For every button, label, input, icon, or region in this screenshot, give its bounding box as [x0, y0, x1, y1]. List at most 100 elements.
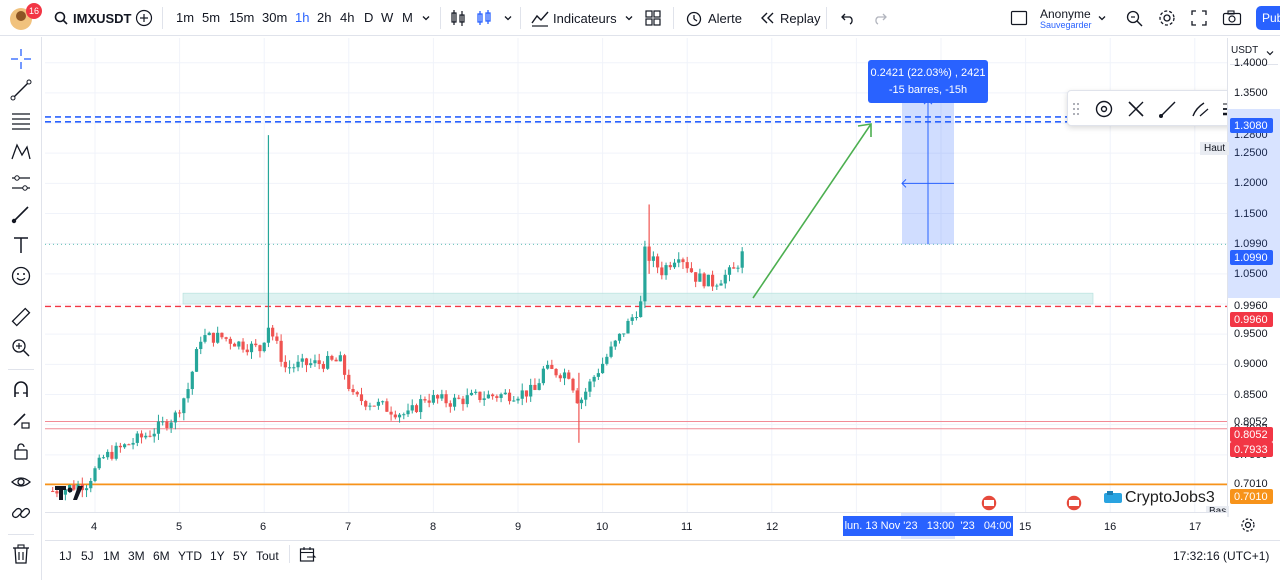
alert-button[interactable]: Alerte — [685, 0, 742, 36]
range-6m[interactable]: 6M — [153, 549, 170, 563]
redo-button[interactable] — [872, 0, 888, 36]
fib-tool[interactable] — [9, 109, 33, 133]
settings-button[interactable] — [1158, 0, 1176, 36]
layout-select-button[interactable] — [1010, 0, 1028, 36]
price-tick: 0.8500 — [1234, 388, 1268, 401]
range-5d[interactable]: 5J — [81, 549, 94, 563]
interval-5m[interactable]: 5m — [202, 10, 221, 25]
chart-area[interactable] — [45, 38, 1227, 512]
candle-body — [258, 345, 262, 352]
compare-symbol-button[interactable] — [135, 0, 153, 36]
candle-body — [317, 360, 321, 364]
red-dashed-price-label: 0.9960 — [1230, 312, 1273, 327]
snapshot-button[interactable] — [1222, 0, 1242, 36]
range-all[interactable]: Tout — [256, 549, 279, 563]
ruler-tool[interactable] — [9, 305, 33, 329]
drawing-toolbar — [0, 37, 42, 580]
line-tool-button[interactable] — [1156, 97, 1180, 121]
magnet-tool[interactable] — [9, 377, 33, 401]
symbol-search[interactable]: IMXUSDT — [54, 0, 132, 36]
range-3m[interactable]: 3M — [128, 549, 145, 563]
brush-tool[interactable] — [9, 202, 33, 226]
candle-body — [605, 356, 609, 364]
stay-in-drawing-tool[interactable] — [9, 408, 33, 432]
template-button[interactable] — [1092, 97, 1116, 121]
price-axis[interactable]: USDT 1.40001.35001.30001.28001.25001.200… — [1200, 38, 1280, 517]
axis-settings-button[interactable] — [1240, 517, 1256, 538]
interval-1m[interactable]: 1m — [176, 10, 195, 25]
candle-body — [499, 394, 503, 398]
candle-body — [72, 485, 76, 490]
interval-4h[interactable]: 4h — [340, 10, 355, 25]
alert-label: Alerte — [708, 10, 742, 26]
undo-button[interactable] — [840, 0, 856, 36]
notification-badge[interactable]: 16 — [26, 3, 42, 19]
brush-color-button[interactable] — [1188, 97, 1212, 121]
range-ytd[interactable]: YTD — [178, 549, 202, 563]
candle-body — [634, 317, 639, 319]
trend-line-tool[interactable] — [9, 78, 33, 102]
lock-tool[interactable] — [9, 439, 33, 463]
projection-arrow-head — [857, 123, 872, 137]
redo-icon — [875, 13, 887, 25]
visibility-tool[interactable] — [9, 470, 33, 494]
x-share-button[interactable] — [1124, 97, 1148, 121]
interval-w[interactable]: W — [381, 10, 394, 25]
measure-tooltip: 0.2421 (22.03%) , 2421 -15 barres, -15h — [868, 60, 988, 103]
lock-icon — [14, 443, 28, 460]
indicators-dropdown[interactable] — [624, 0, 634, 36]
sliders-icon — [12, 175, 30, 191]
range-5y[interactable]: 5Y — [233, 549, 248, 563]
interval-2h[interactable]: 2h — [317, 10, 332, 25]
candlestick-icon — [477, 10, 491, 25]
interval-d[interactable]: D — [364, 10, 374, 25]
quick-search-button[interactable] — [1125, 0, 1143, 36]
user-name[interactable]: Anonyme — [1040, 7, 1091, 21]
save-label[interactable]: Sauvegarder — [1040, 20, 1092, 30]
interval-15m[interactable]: 15m — [229, 10, 255, 25]
delete-tool[interactable] — [9, 542, 33, 566]
zoom-tool[interactable] — [9, 336, 33, 360]
interval-m[interactable]: M — [402, 10, 413, 25]
text-tool[interactable] — [9, 233, 33, 257]
candle-body — [491, 394, 495, 397]
publish-button[interactable]: Pub — [1256, 6, 1280, 30]
range-1d[interactable]: 1J — [59, 549, 72, 563]
candle-body — [622, 333, 626, 335]
candle-body — [68, 485, 72, 490]
prediction-tool[interactable] — [9, 171, 33, 195]
range-1y[interactable]: 1Y — [210, 549, 225, 563]
range-1m[interactable]: 1M — [103, 549, 120, 563]
candle-body — [486, 394, 490, 399]
layouts-button[interactable] — [645, 0, 661, 36]
price-chart[interactable] — [45, 38, 1227, 512]
interval-dropdown[interactable] — [421, 0, 431, 36]
cryptojobs-watermark: CryptoJobs3 — [1104, 489, 1215, 507]
replay-button[interactable]: Replay — [759, 0, 820, 36]
candle-body — [389, 411, 393, 415]
interval-1h[interactable]: 1h — [295, 10, 310, 25]
interval-30m[interactable]: 30m — [262, 10, 288, 25]
emoji-tool[interactable] — [9, 264, 33, 288]
candle-body — [617, 333, 622, 341]
indicators-button[interactable]: Indicateurs — [531, 0, 617, 36]
candle-body — [144, 435, 148, 438]
currency-label[interactable]: USDT — [1231, 45, 1259, 56]
chart-style-dropdown[interactable] — [503, 0, 513, 36]
user-dropdown[interactable] — [1097, 0, 1107, 36]
crosshair-tool[interactable] — [9, 47, 33, 71]
time-axis[interactable]: 4 5 6 7 8 9 10 11 12 15 16 17 lun. 13 No… — [45, 512, 1227, 539]
candle-body — [342, 355, 347, 375]
pattern-tool[interactable] — [9, 140, 33, 164]
bar-style-button[interactable] — [450, 0, 466, 36]
candle-body — [584, 391, 588, 400]
candle-body — [681, 259, 685, 263]
link-tool[interactable] — [9, 501, 33, 525]
candles-style-button[interactable] — [475, 0, 493, 36]
drag-handle[interactable] — [1070, 97, 1082, 121]
search-icon — [54, 11, 68, 25]
brush-color-icon — [1192, 102, 1209, 117]
fullscreen-button[interactable] — [1191, 0, 1207, 36]
goto-date-button[interactable] — [299, 546, 317, 569]
calendar-arrow-icon — [299, 547, 317, 562]
